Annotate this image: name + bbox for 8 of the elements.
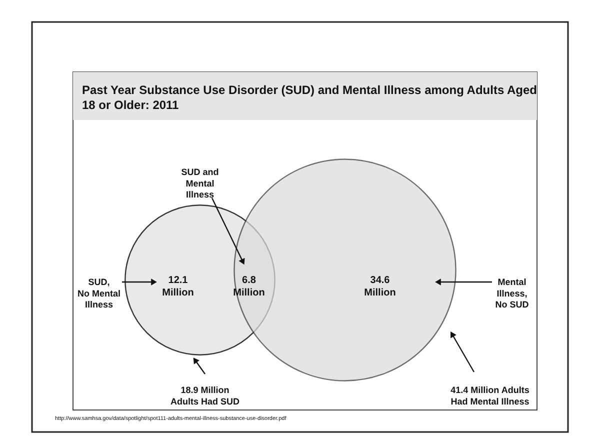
category-label: SUD, No Mental Illness	[77, 277, 121, 310]
category-label: SUD and Mental Illness	[181, 167, 219, 200]
data-label: 34.6 Million	[364, 275, 396, 298]
category-label: Mental Illness, No SUD	[495, 277, 530, 310]
text: 18.9 Million Adults Had SUD	[170, 385, 240, 406]
text: 41.4 Million Adults Had Mental Illness	[450, 385, 530, 406]
text: Past Year Substance Use Disorder (SUD) and Mental Illness among Adults Aged 18 or Older: 2011	[82, 83, 538, 112]
data-label: 12.1 Million	[162, 275, 194, 298]
